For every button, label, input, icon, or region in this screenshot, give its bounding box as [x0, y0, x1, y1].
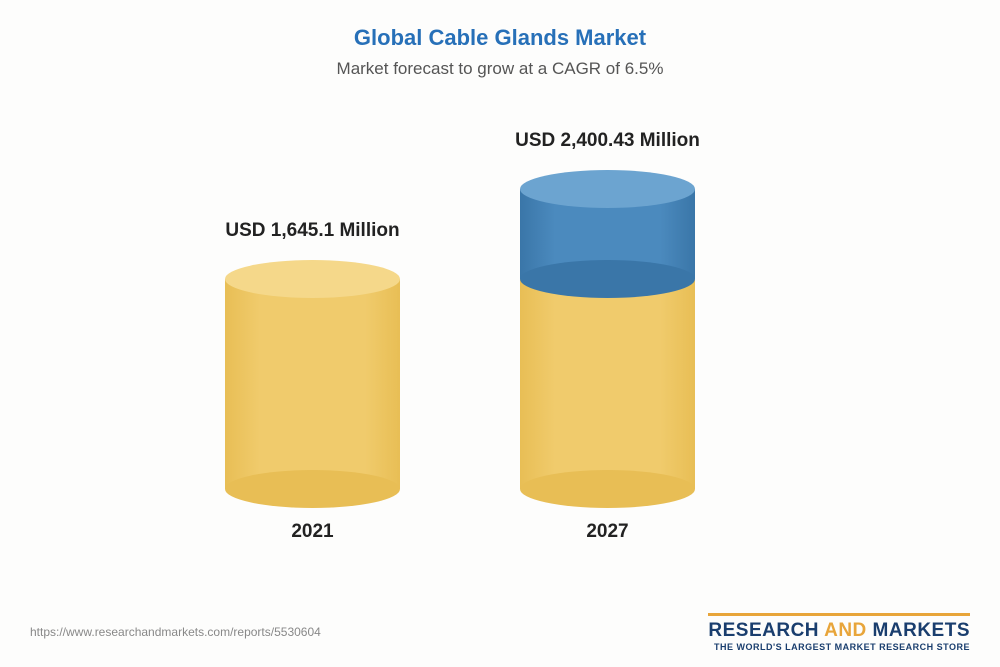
brand-logo: RESEARCH AND MARKETS THE WORLD'S LARGEST…	[708, 613, 970, 652]
value-label: USD 2,400.43 Million	[515, 130, 700, 152]
value-label: USD 1,645.1 Million	[225, 220, 399, 242]
cyl-junction-ellipse	[520, 260, 695, 298]
cyl-top-ellipse	[225, 260, 400, 298]
source-url: https://www.researchandmarkets.com/repor…	[30, 625, 321, 639]
cyl-bottom-ellipse	[520, 470, 695, 508]
chart-area: USD 1,645.1 Million2021USD 2,400.43 Mill…	[0, 99, 1000, 549]
cyl-segment-body	[520, 279, 695, 489]
cyl-top-ellipse	[520, 170, 695, 208]
brand-word-markets: MARKETS	[873, 620, 970, 641]
category-label: 2021	[225, 521, 400, 543]
category-label: 2027	[520, 521, 695, 543]
brand-tagline: THE WORLD'S LARGEST MARKET RESEARCH STOR…	[708, 642, 970, 652]
cyl-bottom-ellipse	[225, 470, 400, 508]
chart-title: Global Cable Glands Market	[0, 0, 1000, 51]
brand-word-research: RESEARCH	[708, 620, 819, 641]
footer: https://www.researchandmarkets.com/repor…	[0, 607, 1000, 667]
chart-subtitle: Market forecast to grow at a CAGR of 6.5…	[0, 51, 1000, 79]
cylinder-2027: USD 2,400.43 Million2027	[520, 189, 695, 489]
cylinder-2021: USD 1,645.1 Million2021	[225, 279, 400, 489]
cyl-segment-body	[225, 279, 400, 489]
brand-word-and: AND	[824, 620, 867, 641]
